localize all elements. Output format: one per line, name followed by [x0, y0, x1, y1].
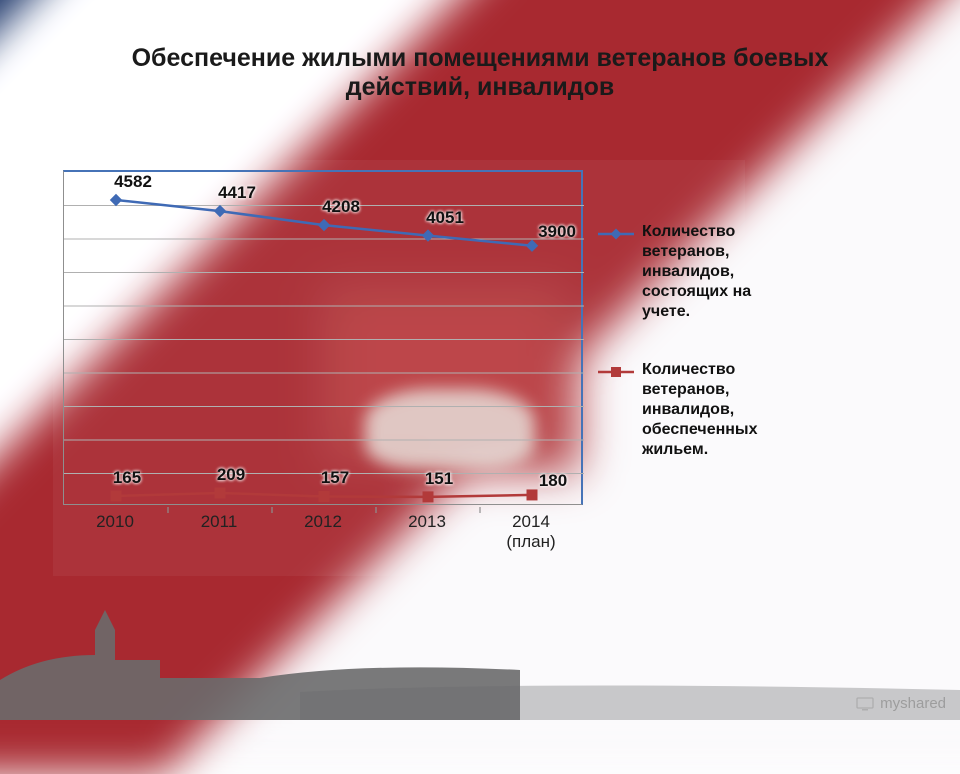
- legend: Количество ветеранов, инвалидов, состоящ…: [598, 222, 798, 498]
- marker-square: [319, 491, 329, 501]
- plot-svg: [64, 172, 584, 507]
- chart-container: 20102011201220132014(план) Количество ве…: [53, 160, 745, 576]
- marker-square: [111, 491, 121, 501]
- marker-diamond: [111, 195, 122, 206]
- marker-diamond: [215, 206, 226, 217]
- marker-square: [527, 490, 537, 500]
- marker-diamond: [527, 240, 538, 251]
- data-label: 4051: [426, 208, 464, 228]
- x-label: 2012: [304, 512, 342, 532]
- slide: Обеспечение жилыми помещениями ветеранов…: [0, 0, 960, 720]
- data-label: 165: [113, 468, 141, 488]
- data-label: 180: [539, 471, 567, 491]
- data-label: 209: [217, 465, 245, 485]
- watermark-text: myshared: [880, 695, 946, 712]
- data-label: 151: [425, 469, 453, 489]
- title-line2: действий, инвалидов: [0, 73, 960, 102]
- legend-item: Количество ветеранов, инвалидов, состоящ…: [598, 222, 798, 322]
- data-label: 4582: [114, 172, 152, 192]
- x-axis-labels: 2010 2011 2012 2013 2014(план): [63, 510, 583, 570]
- title-line1: Обеспечение жилыми помещениями ветеранов…: [0, 44, 960, 73]
- legend-item: Количество ветеранов, инвалидов, обеспеч…: [598, 360, 798, 460]
- x-label: 2011: [201, 512, 238, 532]
- legend-text: Количество ветеранов, инвалидов, состоящ…: [642, 222, 798, 322]
- x-label: 2010: [96, 512, 134, 532]
- x-label: 2014(план): [506, 512, 555, 552]
- marker-square: [423, 492, 433, 502]
- marker-square: [215, 488, 225, 498]
- legend-swatch: [598, 364, 634, 380]
- x-label: 2013: [408, 512, 446, 532]
- marker-diamond: [319, 220, 330, 231]
- legend-swatch: [598, 226, 634, 242]
- data-label: 157: [321, 468, 349, 488]
- gridlines: [64, 206, 584, 474]
- plot-area: [63, 170, 583, 505]
- data-label: 3900: [538, 222, 576, 242]
- data-label: 4417: [218, 183, 256, 203]
- data-label: 4208: [322, 197, 360, 217]
- watermark: myshared: [856, 695, 946, 712]
- legend-text: Количество ветеранов, инвалидов, обеспеч…: [642, 360, 798, 460]
- screen-icon: [856, 697, 874, 711]
- slide-title: Обеспечение жилыми помещениями ветеранов…: [0, 44, 960, 102]
